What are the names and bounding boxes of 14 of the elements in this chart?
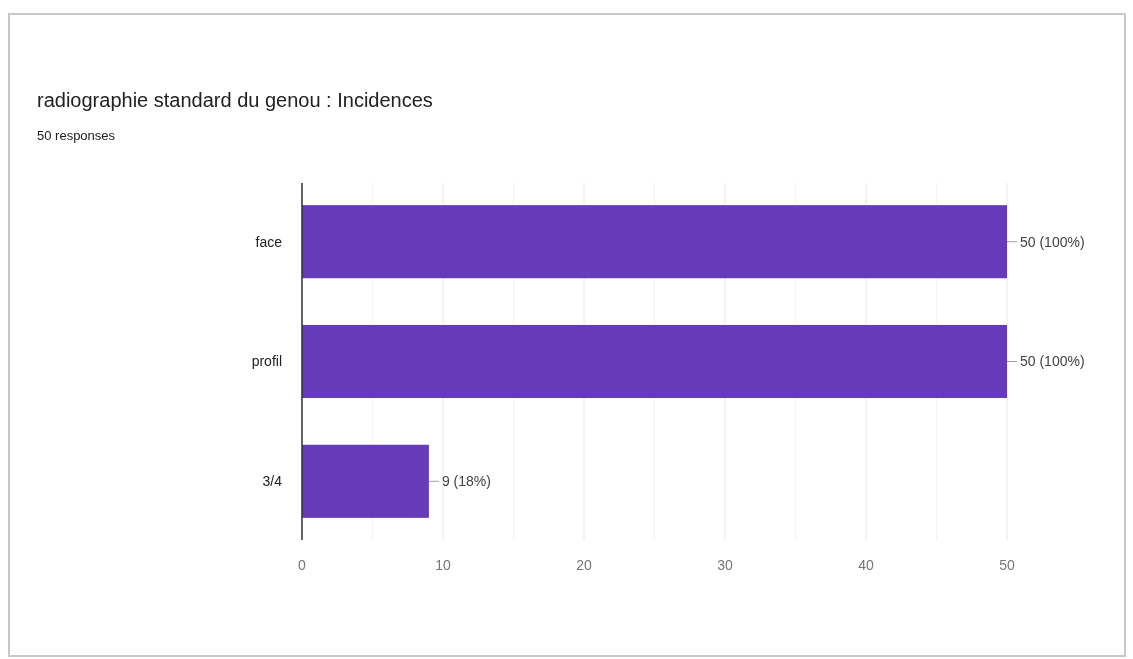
x-tick-label: 40 [858,556,874,573]
y-tick-label: face [255,233,283,250]
chart-title: radiographie standard du genou : Incidences [37,89,433,111]
data-label: 9 (18%) [441,473,491,490]
x-tick-label: 10 [435,556,451,573]
data-label: 50 (100%) [1020,353,1085,370]
x-tick-label: 20 [576,556,592,573]
y-tick-label: profil [251,353,282,370]
text: 50 responses [37,128,116,143]
data-label: 50 (100%) [1020,233,1085,250]
x-tick-label: 30 [717,556,733,573]
y-tick-label: 3/4 [262,473,283,490]
x-tick-label: 50 [999,556,1015,573]
x-tick-label: 0 [298,556,307,573]
